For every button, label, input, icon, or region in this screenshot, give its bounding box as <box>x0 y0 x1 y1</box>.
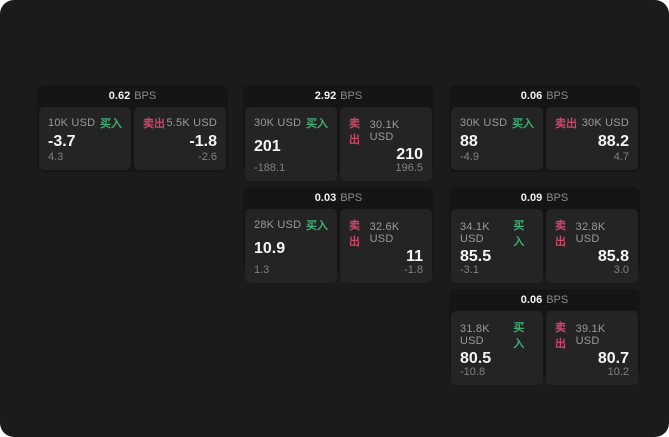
bps-value: 0.03 <box>314 192 337 204</box>
bps-value: 0.62 <box>108 90 131 102</box>
bps-header: 2.92 BPS <box>243 85 434 107</box>
bps-value: 0.09 <box>520 192 543 204</box>
quote-card: 0.06 BPS 31.8K USD 买入 80.5 -10.8 卖出 39.1… <box>449 289 640 385</box>
buy-amount: 28K USD <box>254 219 302 231</box>
bps-header: 0.06 BPS <box>449 289 640 311</box>
bps-unit-label: BPS <box>546 192 569 204</box>
buy-price: 201 <box>254 138 281 155</box>
buy-sub-value: -4.9 <box>460 151 479 163</box>
buy-amount: 31.8K USD <box>460 323 490 347</box>
sell-label: 卖出 <box>143 118 165 130</box>
sell-price: 80.7 <box>597 350 629 367</box>
sell-quote-tile[interactable]: 卖出 30K USD 88.2 4.7 <box>546 107 638 170</box>
bps-header: 0.03 BPS <box>243 187 434 209</box>
buy-quote-tile[interactable]: 28K USD 买入 10.9 1.3 <box>245 209 337 283</box>
quote-card: 0.09 BPS 34.1K USD 买入 85.5 -3.1 卖出 32.8K… <box>449 187 640 283</box>
bps-value: 0.06 <box>520 294 543 306</box>
bps-unit-label: BPS <box>134 90 157 102</box>
sell-label: 卖出 <box>555 220 566 248</box>
bps-value: 2.92 <box>314 90 337 102</box>
bps-header: 0.09 BPS <box>449 187 640 209</box>
sell-price: 11 <box>406 248 423 265</box>
buy-quote-tile[interactable]: 30K USD 买入 88 -4.9 <box>451 107 543 170</box>
sell-amount: 39.1K USD <box>575 323 606 347</box>
sell-price: 88.2 <box>597 132 629 150</box>
sell-sub-value: 10.2 <box>607 366 629 378</box>
buy-label: 买入 <box>306 118 328 130</box>
sell-sub-value: 196.5 <box>395 162 423 174</box>
buy-quote-tile[interactable]: 31.8K USD 买入 80.5 -10.8 <box>451 311 543 385</box>
sell-amount: 32.8K USD <box>575 221 606 245</box>
bps-header: 0.62 BPS <box>37 85 228 107</box>
bps-unit-label: BPS <box>340 192 363 204</box>
buy-sub-value: -188.1 <box>254 162 286 174</box>
buy-amount: 10K USD <box>48 117 96 129</box>
buy-sub-value: 1.3 <box>254 264 270 276</box>
sell-quote-tile[interactable]: 卖出 32.6K USD 11 -1.8 <box>340 209 432 283</box>
bps-unit-label: BPS <box>340 90 363 102</box>
sell-label: 卖出 <box>349 220 360 248</box>
sell-amount: 30.1K USD <box>369 119 400 143</box>
sell-amount: 32.6K USD <box>369 221 400 245</box>
buy-price: 85.5 <box>460 248 492 265</box>
buy-quote-tile[interactable]: 34.1K USD 买入 85.5 -3.1 <box>451 209 543 283</box>
buy-sub-value: -10.8 <box>460 366 486 378</box>
sell-quote-tile[interactable]: 卖出 5.5K USD -1.8 -2.6 <box>134 107 226 170</box>
sell-amount: 5.5K USD <box>166 117 217 129</box>
buy-sub-value: 4.3 <box>48 151 64 163</box>
buy-label: 买入 <box>512 118 534 130</box>
quote-card: 0.06 BPS 30K USD 买入 88 -4.9 卖出 30K USD 8… <box>449 85 640 172</box>
buy-quote-tile[interactable]: 30K USD 买入 201 -188.1 <box>245 107 337 181</box>
quote-card: 0.62 BPS 10K USD 买入 -3.7 4.3 卖出 5.5K USD… <box>37 85 228 172</box>
sell-sub-value: 4.7 <box>613 151 629 163</box>
buy-quote-tile[interactable]: 10K USD 买入 -3.7 4.3 <box>39 107 131 170</box>
buy-label: 买入 <box>513 322 525 350</box>
sell-quote-tile[interactable]: 卖出 39.1K USD 80.7 10.2 <box>546 311 638 385</box>
sell-amount: 30K USD <box>581 117 629 129</box>
buy-amount: 34.1K USD <box>460 221 490 245</box>
sell-price: 210 <box>396 146 423 163</box>
buy-label: 买入 <box>100 118 122 130</box>
quote-card: 0.03 BPS 28K USD 买入 10.9 1.3 卖出 32.6K US… <box>243 187 434 283</box>
buy-price: 88 <box>460 132 478 150</box>
buy-amount: 30K USD <box>254 117 302 129</box>
quote-card: 2.92 BPS 30K USD 买入 201 -188.1 卖出 30.1K … <box>243 85 434 181</box>
bps-unit-label: BPS <box>546 90 569 102</box>
buy-label: 买入 <box>513 220 525 248</box>
buy-price: 10.9 <box>254 240 286 257</box>
bps-unit-label: BPS <box>546 294 569 306</box>
sell-quote-tile[interactable]: 卖出 32.8K USD 85.8 3.0 <box>546 209 638 283</box>
buy-price: 80.5 <box>460 350 492 367</box>
buy-sub-value: -3.1 <box>460 264 479 276</box>
sell-sub-value: 3.0 <box>613 264 629 276</box>
buy-price: -3.7 <box>48 132 76 150</box>
buy-amount: 30K USD <box>460 117 508 129</box>
sell-label: 卖出 <box>349 118 360 146</box>
sell-quote-tile[interactable]: 卖出 30.1K USD 210 196.5 <box>340 107 432 181</box>
bps-header: 0.06 BPS <box>449 85 640 107</box>
sell-price: 85.8 <box>597 248 629 265</box>
sell-sub-value: -2.6 <box>198 151 217 163</box>
buy-label: 买入 <box>306 220 328 232</box>
sell-label: 卖出 <box>555 322 566 350</box>
sell-sub-value: -1.8 <box>404 264 423 276</box>
sell-label: 卖出 <box>555 118 577 130</box>
sell-price: -1.8 <box>189 132 217 150</box>
bps-value: 0.06 <box>520 90 543 102</box>
